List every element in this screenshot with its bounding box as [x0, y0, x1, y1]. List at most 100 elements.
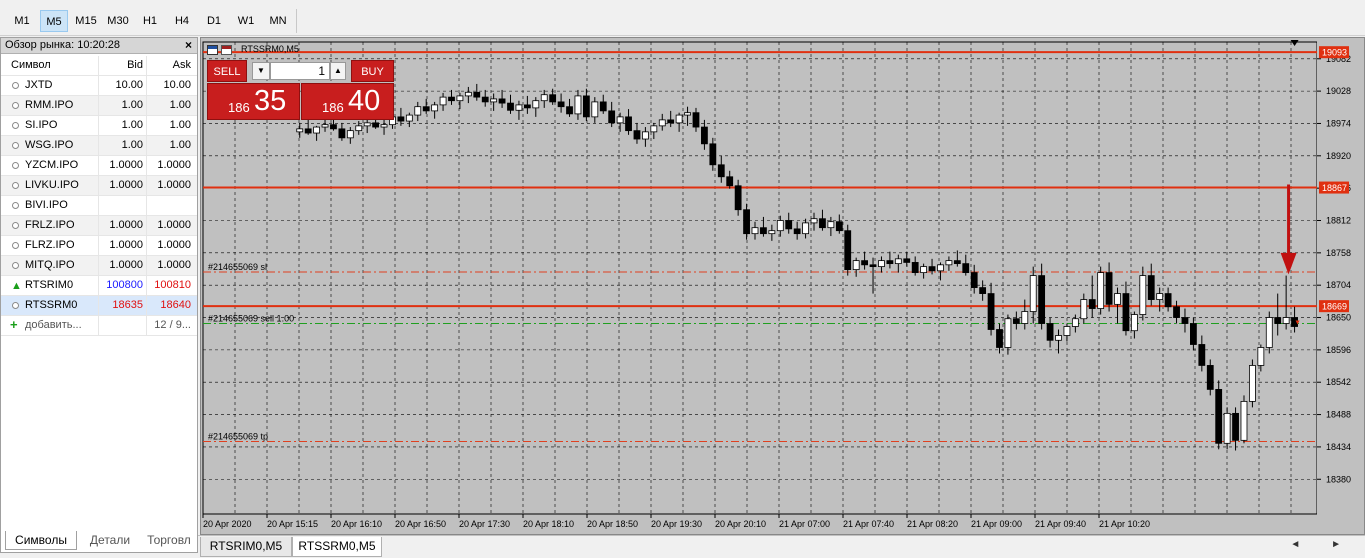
close-icon[interactable]: × — [184, 38, 192, 52]
symbol-list: JXTD 10.00 10.00 RMM.IPO 1.00 1.00 SI.IPO 1.00 1… — [1, 76, 197, 316]
candle — [751, 227, 759, 235]
candle — [869, 264, 877, 268]
chart-window[interactable]: 1908219028189741892018866188121875818704… — [200, 37, 1365, 535]
sell-button[interactable]: SELL — [207, 60, 247, 82]
lot-size-input[interactable]: 1 — [270, 62, 330, 80]
buy-button[interactable]: BUY — [351, 60, 394, 82]
tab-scroll-arrows-icon[interactable]: ◄ ► — [1290, 539, 1355, 550]
table-row[interactable]: SI.IPO 1.00 1.00 — [1, 116, 197, 136]
table-row[interactable]: WSG.IPO 1.00 1.00 — [1, 136, 197, 156]
table-row[interactable]: BIVI.IPO — [1, 196, 197, 216]
tab-symbols[interactable]: Символы — [5, 531, 77, 550]
candle — [330, 124, 337, 130]
top-strip — [0, 0, 1365, 6]
tab-rtssrm0[interactable]: RTSSRM0,M5 — [292, 537, 382, 557]
candle — [844, 230, 852, 271]
y-tick-label: 18434 — [1326, 442, 1351, 452]
x-tick-label: 20 Apr 18:50 — [587, 519, 638, 529]
tab-details[interactable]: Детали — [89, 533, 131, 547]
tab-rtsrim0[interactable]: RTSRIM0,M5 — [200, 537, 292, 557]
candle — [1122, 293, 1130, 332]
timeframe-m1-button[interactable]: M1 — [14, 15, 30, 27]
symbol-count: 12 / 9... — [154, 319, 191, 331]
timeframe-m5-button[interactable]: M5 — [40, 10, 68, 32]
bid-value: 1.0000 — [109, 239, 143, 251]
timeframe-mn-button[interactable]: MN — [269, 15, 287, 27]
timeframe-h4-button[interactable]: H4 — [174, 15, 190, 27]
candle — [431, 104, 439, 112]
table-row[interactable]: LIVKU.IPO 1.0000 1.0000 — [1, 176, 197, 196]
circle-icon — [12, 142, 19, 149]
table-row[interactable]: FRLZ.IPO 1.0000 1.0000 — [1, 216, 197, 236]
table-row[interactable]: FLRZ.IPO 1.0000 1.0000 — [1, 236, 197, 256]
candle — [894, 258, 902, 265]
table-header: Символ Bid Ask — [1, 56, 197, 76]
candle — [1097, 272, 1105, 309]
y-tick-label: 18650 — [1326, 313, 1351, 323]
candle — [1282, 317, 1290, 324]
y-tick-label: 19082 — [1326, 54, 1351, 64]
table-row[interactable]: YZCM.IPO 1.0000 1.0000 — [1, 156, 197, 176]
candle — [372, 122, 380, 128]
circle-icon — [12, 122, 19, 129]
x-tick-label: 20 Apr 18:10 — [523, 519, 574, 529]
y-tick-label: 18974 — [1326, 118, 1351, 128]
table-row[interactable]: JXTD 10.00 10.00 — [1, 76, 197, 96]
candle — [582, 95, 590, 118]
x-tick-label: 20 Apr 16:50 — [395, 519, 446, 529]
table-row[interactable]: RTSSRM0 18635 18640 — [1, 296, 197, 316]
y-tick-label: 18812 — [1326, 215, 1351, 225]
column-header-bid[interactable]: Bid — [127, 59, 143, 71]
symbol-name: RMM.IPO — [25, 99, 74, 111]
add-symbol-link[interactable]: добавить... — [25, 319, 82, 331]
x-tick-label: 21 Apr 08:20 — [907, 519, 958, 529]
timeframe-h1-button[interactable]: H1 — [142, 15, 158, 27]
candle — [734, 185, 742, 211]
candle — [878, 260, 885, 268]
order-label: #214655069 sell 1.00 — [208, 314, 294, 324]
timeframe-m15-button[interactable]: M15 — [75, 15, 97, 27]
timeframe-m30-button[interactable]: M30 — [107, 15, 129, 27]
circle-icon — [12, 182, 19, 189]
candle — [1232, 412, 1239, 441]
candle — [599, 101, 607, 112]
x-tick-label: 20 Apr 16:10 — [331, 519, 382, 529]
symbol-name: BIVI.IPO — [25, 199, 68, 211]
candle — [1215, 389, 1223, 444]
candle — [1021, 311, 1029, 324]
sell-price-pips: 35 — [254, 85, 287, 117]
candle — [338, 128, 346, 139]
chevron-up-icon[interactable]: ▲ — [330, 62, 346, 80]
timeframe-w1-button[interactable]: W1 — [237, 15, 255, 27]
ask-value: 1.0000 — [157, 219, 191, 231]
window-icon — [221, 45, 232, 55]
column-header-symbol[interactable]: Символ — [11, 59, 51, 71]
add-symbol-row[interactable]: + добавить... 12 / 9... — [1, 316, 197, 336]
column-header-ask[interactable]: Ask — [172, 59, 191, 71]
candle — [1206, 365, 1214, 390]
candle — [1130, 314, 1138, 332]
candle — [861, 260, 868, 266]
sell-price-button[interactable]: 186 35 — [207, 83, 300, 120]
table-row[interactable]: MITQ.IPO 1.0000 1.0000 — [1, 256, 197, 276]
tab-trading[interactable]: Торговл — [147, 533, 191, 547]
buy-price-button[interactable]: 186 40 — [301, 83, 394, 120]
candle — [903, 258, 911, 263]
symbol-name: MITQ.IPO — [25, 259, 75, 271]
table-row[interactable]: ▲ RTSRIM0 100800 100810 — [1, 276, 197, 296]
candle — [911, 262, 919, 274]
chevron-down-icon[interactable]: ▼ — [252, 62, 270, 80]
candle — [397, 116, 405, 122]
candlestick-chart[interactable]: 1908219028189741892018866188121875818704… — [201, 38, 1364, 534]
x-tick-label: 20 Apr 2020 — [203, 519, 252, 529]
y-tick-label: 18704 — [1326, 280, 1351, 290]
candle — [625, 116, 632, 132]
y-tick-label: 18758 — [1326, 248, 1351, 258]
candle — [296, 128, 304, 133]
up-arrow-icon: ▲ — [11, 280, 22, 292]
timeframe-d1-button[interactable]: D1 — [206, 15, 222, 27]
circle-icon — [12, 262, 19, 269]
bid-value: 1.0000 — [109, 159, 143, 171]
table-row[interactable]: RMM.IPO 1.00 1.00 — [1, 96, 197, 116]
bid-value: 1.00 — [121, 139, 143, 151]
